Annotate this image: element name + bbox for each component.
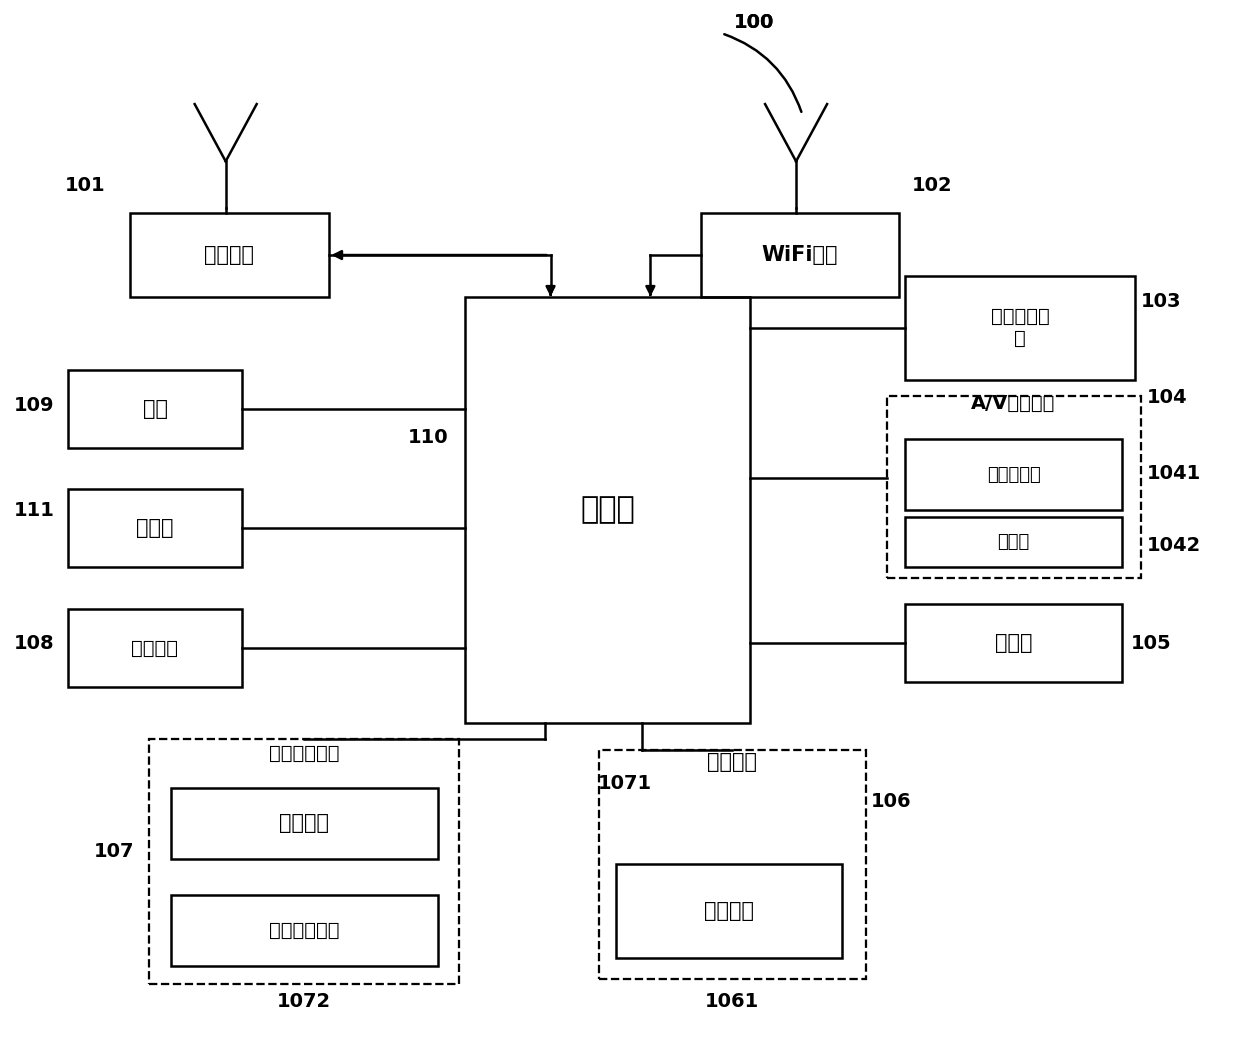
Text: 1072: 1072 — [277, 992, 331, 1011]
Text: 100: 100 — [734, 14, 775, 32]
Bar — [905, 604, 1122, 682]
Text: 102: 102 — [911, 176, 952, 195]
Text: 101: 101 — [64, 176, 105, 195]
Text: 电源: 电源 — [143, 399, 167, 418]
Text: 存储器: 存储器 — [136, 518, 174, 538]
Bar — [68, 370, 242, 448]
Text: 1042: 1042 — [1147, 536, 1202, 555]
Text: 触控面板: 触控面板 — [279, 813, 330, 834]
Text: 其他输入设备: 其他输入设备 — [269, 921, 340, 940]
Text: 音频输出单
元: 音频输出单 元 — [991, 307, 1049, 349]
Bar — [171, 895, 438, 966]
Text: 麦克风: 麦克风 — [997, 533, 1030, 552]
Bar — [905, 517, 1122, 567]
Text: 105: 105 — [1131, 634, 1172, 653]
Text: 图形处理器: 图形处理器 — [987, 465, 1040, 484]
Text: 用户输入单元: 用户输入单元 — [269, 744, 339, 763]
Bar — [887, 396, 1141, 578]
Bar — [149, 739, 459, 984]
Text: 射频单元: 射频单元 — [205, 245, 254, 265]
Text: 显示面板: 显示面板 — [704, 900, 754, 921]
Bar — [68, 609, 242, 687]
Text: 104: 104 — [1147, 388, 1188, 407]
Text: 1061: 1061 — [704, 992, 759, 1011]
Text: 处理器: 处理器 — [580, 496, 635, 525]
Bar — [171, 788, 438, 859]
Text: 110: 110 — [408, 428, 449, 447]
Text: 106: 106 — [870, 792, 911, 811]
Text: 显示单元: 显示单元 — [707, 752, 756, 772]
Text: A/V输入单元: A/V输入单元 — [971, 395, 1055, 413]
Text: 接口单元: 接口单元 — [131, 638, 179, 658]
Text: 1071: 1071 — [598, 775, 652, 793]
Text: 1041: 1041 — [1147, 464, 1202, 483]
Text: 111: 111 — [14, 501, 55, 519]
Text: 107: 107 — [93, 842, 134, 861]
Text: 109: 109 — [14, 397, 55, 415]
Bar — [905, 439, 1122, 510]
Bar — [905, 276, 1135, 380]
Text: WiFi模块: WiFi模块 — [761, 245, 838, 265]
Text: 103: 103 — [1141, 293, 1182, 311]
Bar — [68, 489, 242, 567]
Bar — [599, 750, 866, 979]
Text: 100: 100 — [734, 14, 775, 32]
Bar — [616, 864, 842, 958]
Text: 108: 108 — [14, 634, 55, 653]
Bar — [701, 213, 899, 297]
Bar — [130, 213, 329, 297]
Bar — [465, 297, 750, 723]
Text: 传感器: 传感器 — [994, 633, 1033, 653]
